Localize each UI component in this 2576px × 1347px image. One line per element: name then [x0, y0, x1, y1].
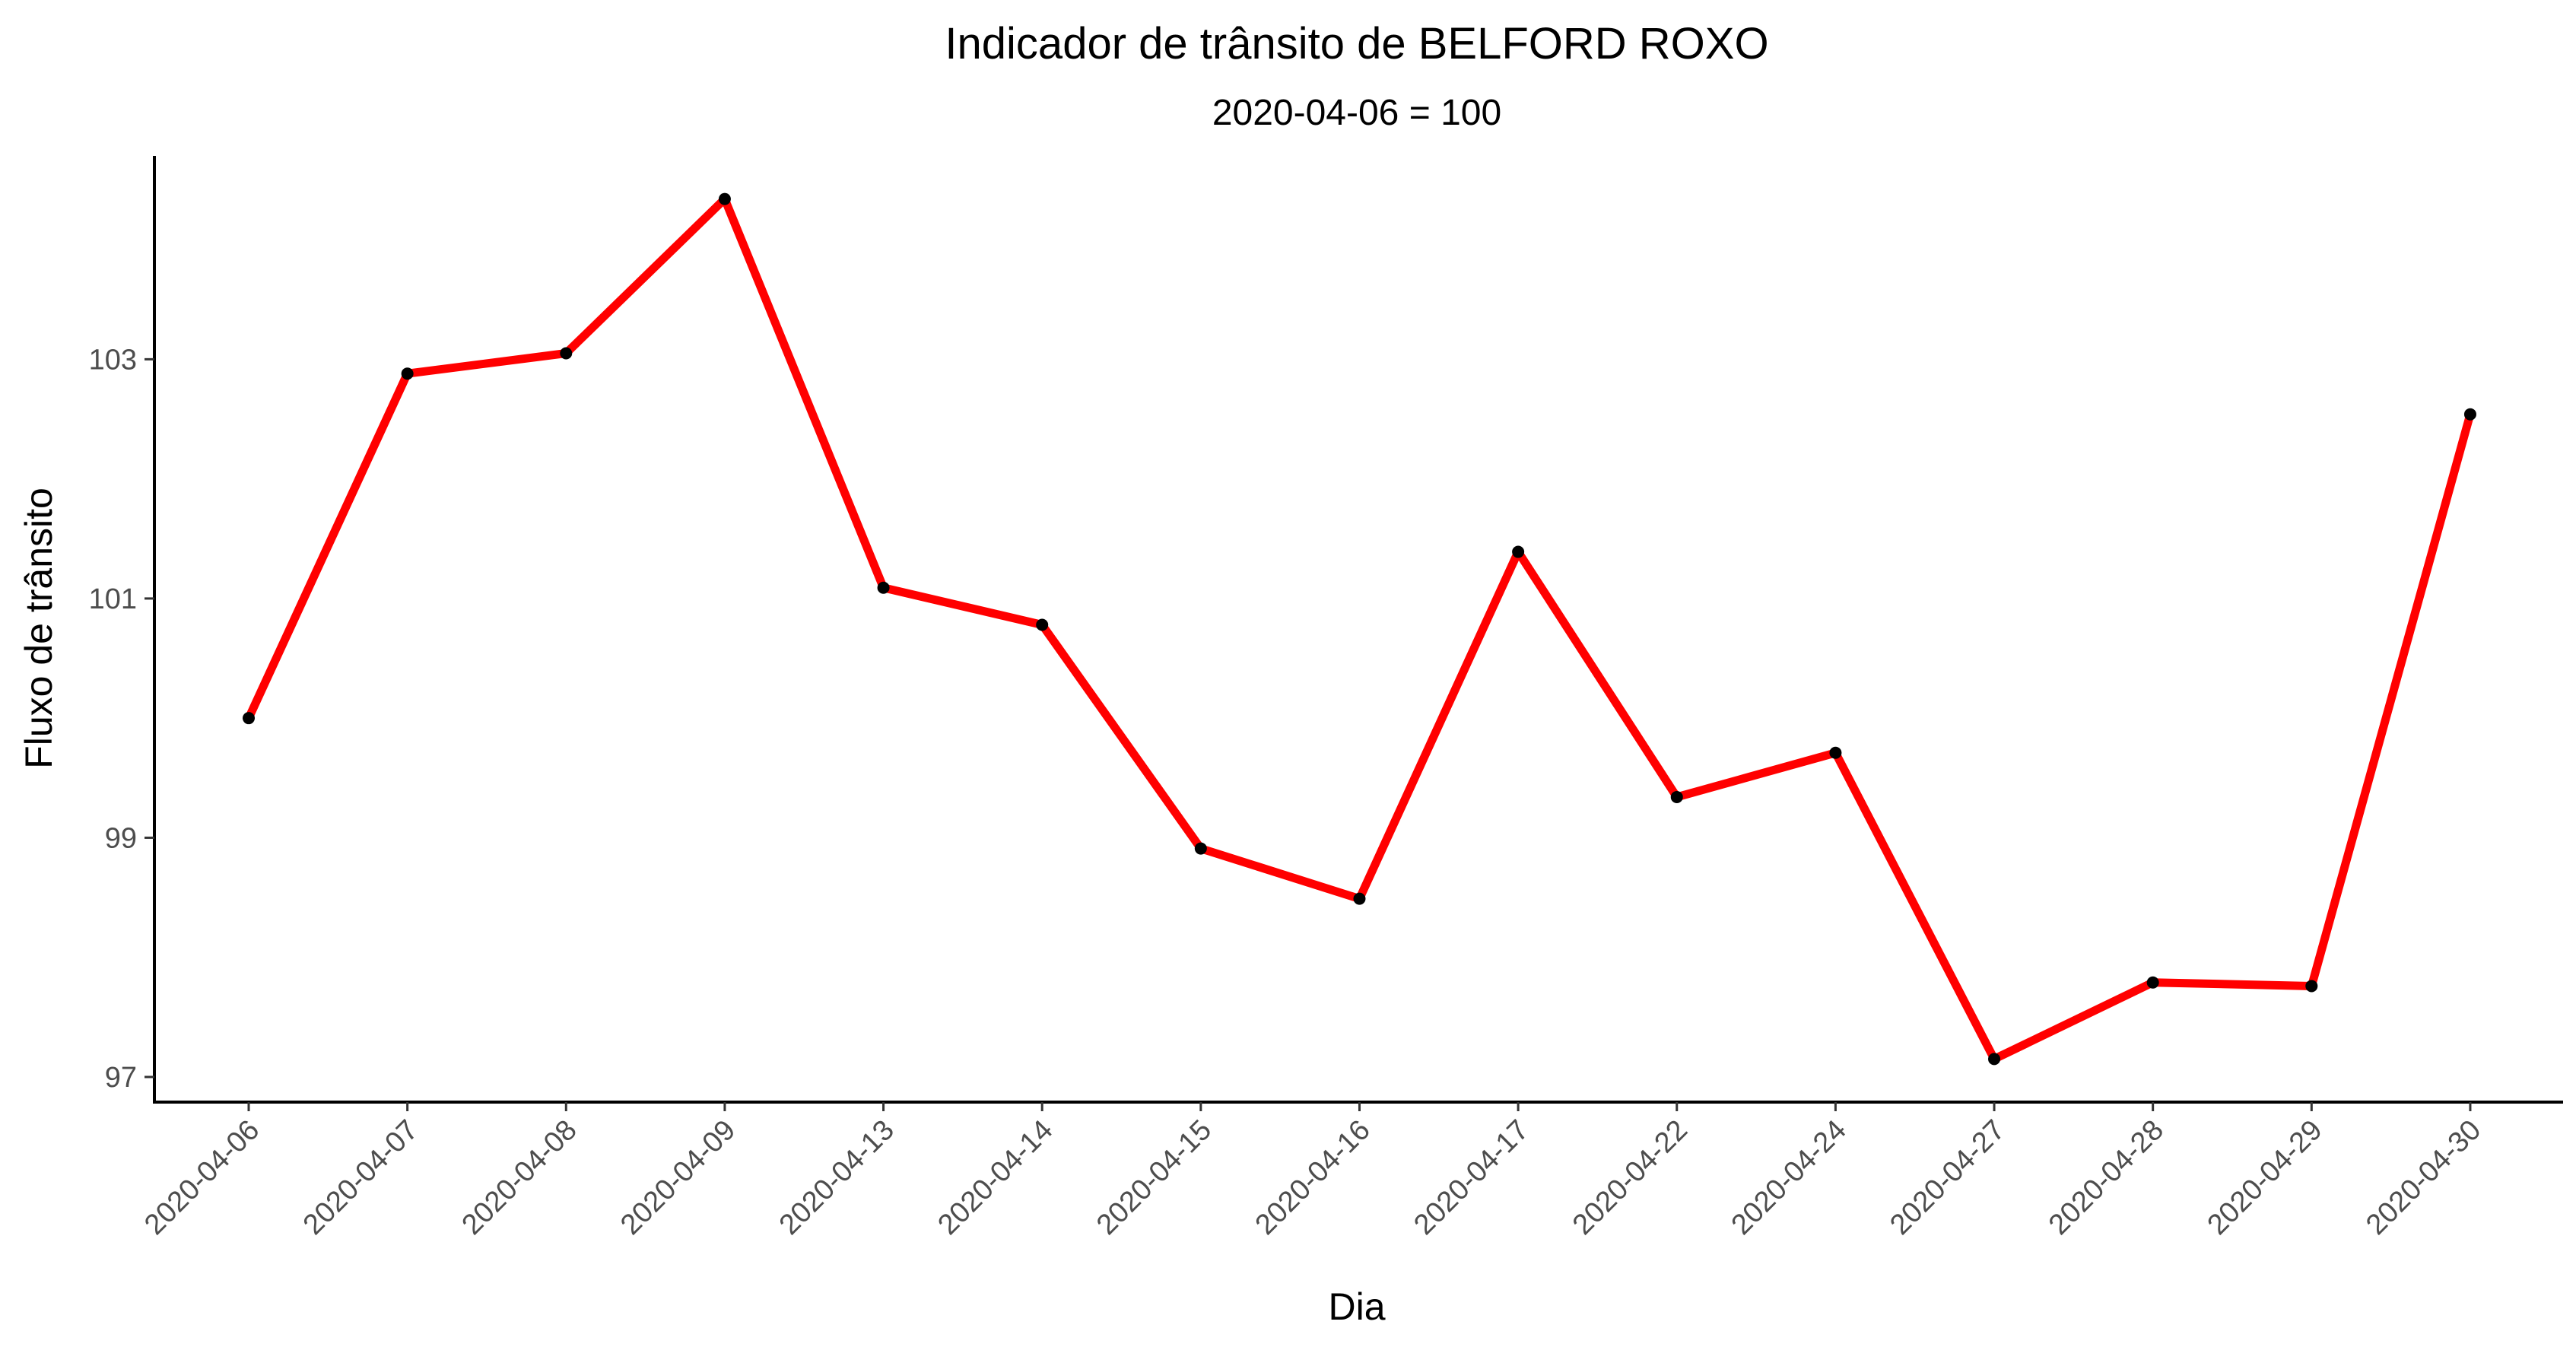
data-point: [560, 347, 573, 360]
data-point: [1036, 618, 1049, 631]
plot-area: [243, 192, 2476, 1066]
y-ticks: 97 99 101 103: [89, 344, 154, 1094]
data-point: [1194, 842, 1207, 855]
y-axis-label: Fluxo de trânsito: [17, 488, 60, 769]
x-tick-label: 2020-04-17: [1408, 1114, 1535, 1241]
x-tick-label: 2020-04-06: [138, 1114, 265, 1241]
y-tick-label: 101: [89, 583, 137, 615]
chart-subtitle: 2020-04-06 = 100: [1212, 93, 1501, 133]
data-point: [401, 367, 414, 380]
data-point: [1829, 746, 1842, 759]
y-tick-label: 97: [105, 1062, 137, 1094]
x-tick-label: 2020-04-29: [2202, 1114, 2329, 1241]
series-line: [245, 195, 2475, 1063]
x-tick-label: 2020-04-27: [1884, 1114, 2011, 1241]
x-tick-label: 2020-04-15: [1091, 1114, 1218, 1241]
x-tick-label: 2020-04-07: [297, 1114, 424, 1241]
x-tick-label: 2020-04-16: [1250, 1114, 1377, 1241]
x-axis-label: Dia: [1328, 1285, 1385, 1328]
data-point: [2305, 980, 2318, 993]
data-point: [1353, 892, 1366, 905]
data-point: [2463, 408, 2476, 421]
y-axis: 97 99 101 103: [89, 156, 156, 1102]
data-point: [1512, 545, 1525, 558]
x-tick-label: 2020-04-24: [1726, 1114, 1853, 1241]
x-tick-label: 2020-04-13: [773, 1114, 900, 1241]
x-tick-label: 2020-04-14: [932, 1114, 1059, 1241]
x-tick-label: 2020-04-30: [2360, 1114, 2487, 1241]
y-tick-label: 103: [89, 344, 137, 376]
data-point: [2146, 976, 2159, 989]
data-point: [877, 581, 890, 594]
chart-title: Indicador de trânsito de BELFORD ROXO: [945, 19, 1768, 68]
data-point: [718, 192, 731, 205]
data-point: [243, 712, 255, 725]
data-point: [1988, 1053, 2001, 1066]
x-ticks: 2020-04-06 2020-04-07 2020-04-08 2020-04-09…: [138, 1102, 2487, 1241]
x-axis: 2020-04-06 2020-04-07 2020-04-08 2020-04-09…: [138, 1101, 2563, 1241]
y-tick-label: 99: [105, 822, 137, 854]
data-point: [1670, 790, 1683, 803]
x-tick-label: 2020-04-28: [2043, 1114, 2170, 1241]
x-tick-label: 2020-04-09: [615, 1114, 742, 1241]
x-tick-label: 2020-04-22: [1567, 1114, 1694, 1241]
x-tick-label: 2020-04-08: [456, 1114, 583, 1241]
data-points: [243, 192, 2476, 1066]
